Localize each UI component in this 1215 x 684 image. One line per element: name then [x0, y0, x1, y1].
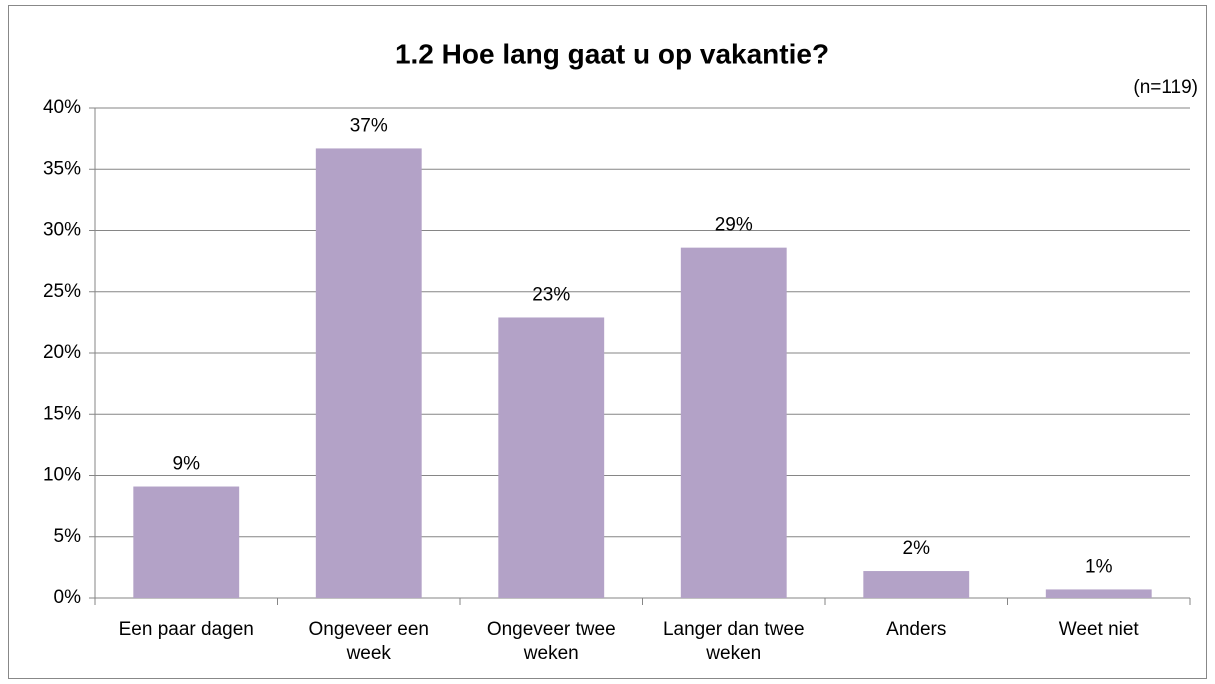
data-label: 29%	[715, 215, 753, 236]
chart-title: 1.2 Hoe lang gaat u op vakantie?	[395, 38, 829, 69]
y-tick-label: 40%	[43, 97, 81, 118]
y-tick-label: 25%	[43, 281, 81, 302]
data-label: 9%	[173, 454, 201, 475]
x-tick-label: Een paar dagen	[118, 619, 254, 640]
data-label: 2%	[903, 538, 931, 559]
bar	[1045, 589, 1152, 598]
y-tick-label: 15%	[43, 403, 81, 424]
bar	[315, 148, 422, 599]
bar	[133, 486, 240, 598]
data-label: 37%	[350, 115, 388, 136]
x-tick-label: Ongeveer twee weken	[486, 619, 616, 664]
bar	[863, 571, 970, 598]
y-tick-label: 20%	[43, 342, 81, 363]
x-tick-label: Weet niet	[1058, 619, 1139, 640]
y-tick-label: 35%	[43, 158, 81, 179]
bar	[680, 247, 787, 598]
data-label: 23%	[532, 284, 570, 305]
y-tick-label: 5%	[54, 526, 82, 547]
x-tick-label: Anders	[886, 619, 947, 640]
y-tick-label: 0%	[54, 587, 82, 608]
annotation: (n=119)	[1133, 77, 1198, 98]
x-tick-label: Langer dan twee weken	[662, 619, 805, 664]
x-tick-label: Ongeveer een week	[308, 619, 429, 664]
bar	[498, 317, 605, 598]
y-tick-label: 10%	[43, 465, 81, 486]
y-tick-label: 30%	[43, 220, 81, 241]
data-label: 1%	[1085, 556, 1113, 577]
